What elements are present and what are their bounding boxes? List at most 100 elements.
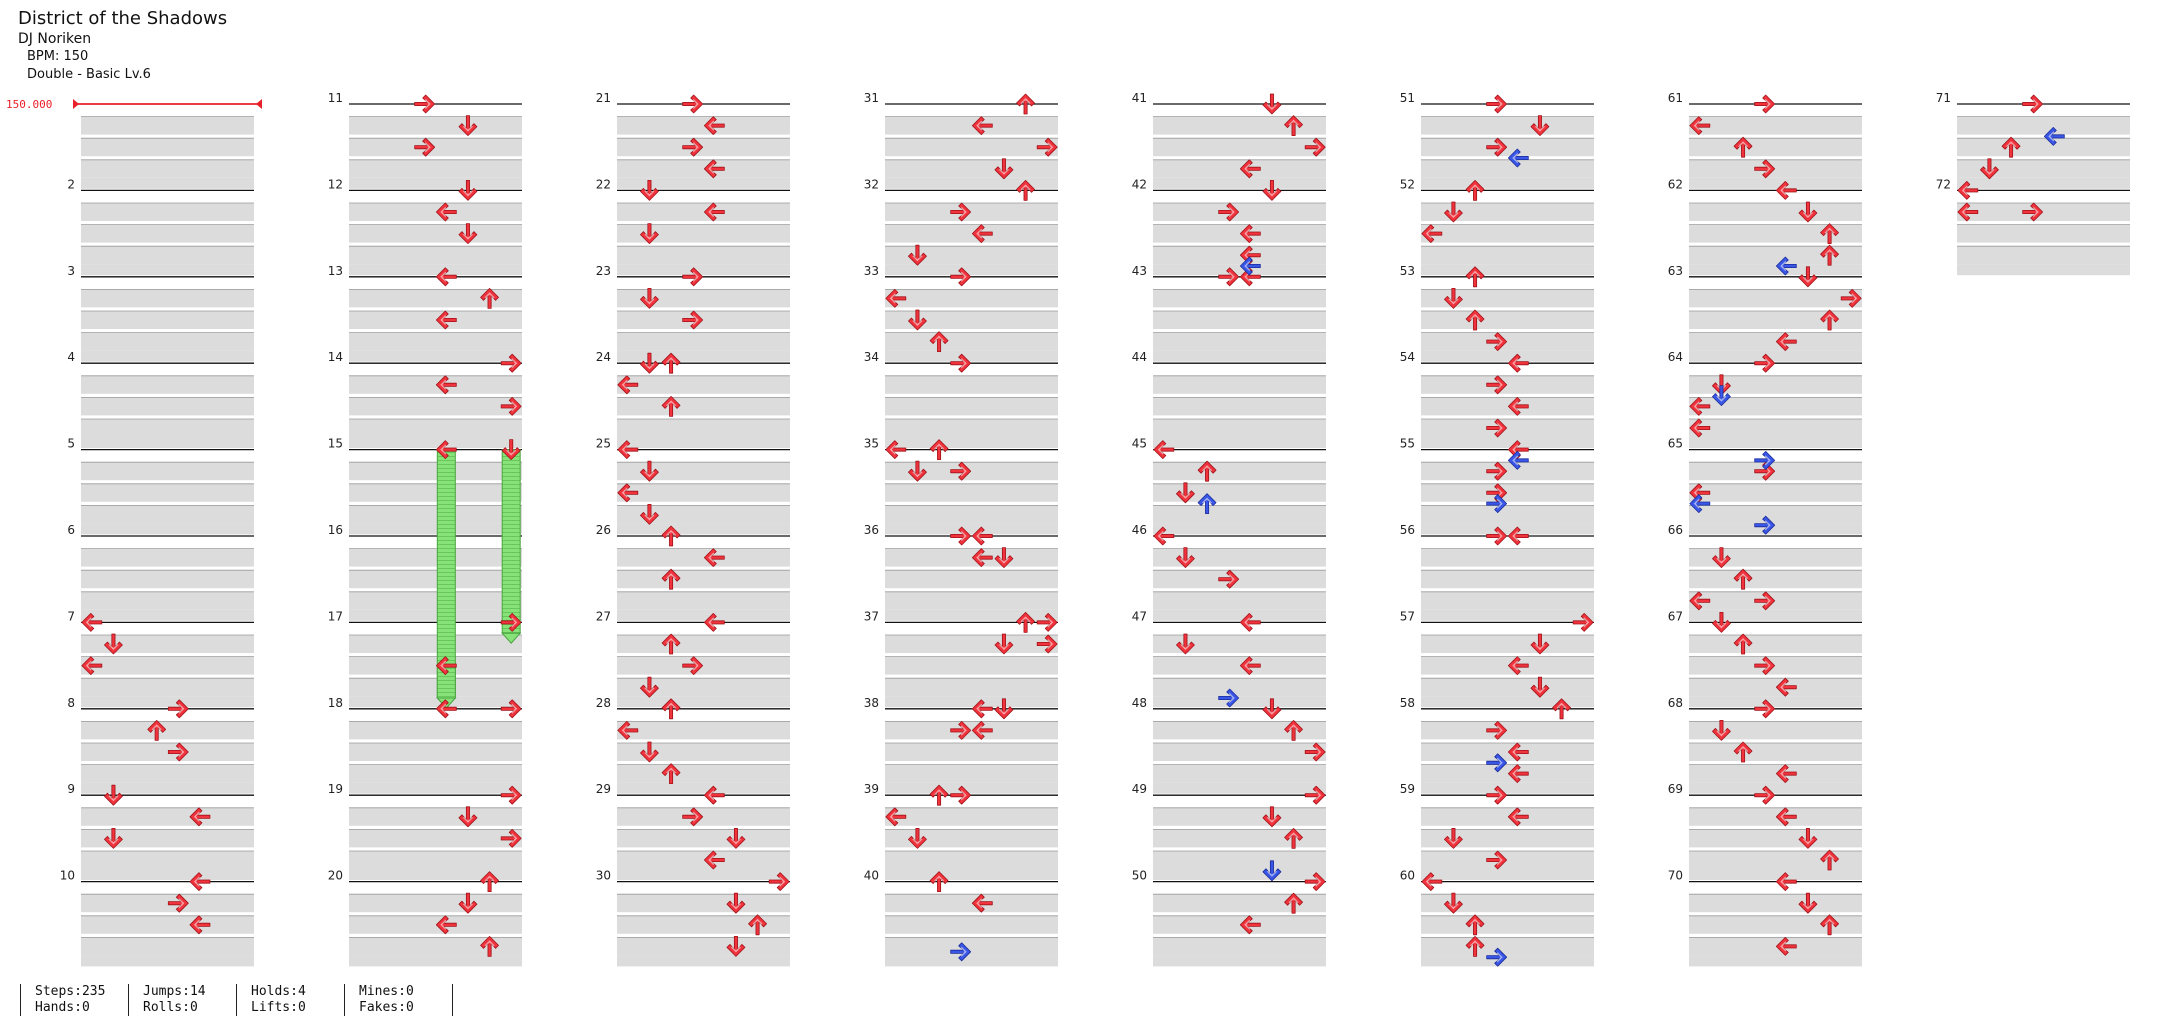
beat-band xyxy=(81,764,254,783)
arrow-shape xyxy=(1754,94,1776,114)
arrow-note xyxy=(971,224,993,244)
beat-band xyxy=(349,159,522,178)
arrow-shape xyxy=(2022,94,2044,114)
arrow-highlight xyxy=(1512,768,1519,779)
arrow-note-offbeat xyxy=(1262,860,1282,882)
arrow-note xyxy=(1712,547,1731,568)
arrow-highlight xyxy=(484,875,495,882)
measure-number: 24 xyxy=(596,350,611,364)
arrow-highlight xyxy=(1244,228,1251,239)
arrow-shape xyxy=(1465,309,1485,331)
arrow-note xyxy=(661,525,681,547)
beat-band xyxy=(1153,591,1326,610)
beat-band xyxy=(349,116,522,135)
arrow-shape xyxy=(458,115,478,136)
beat-band xyxy=(349,224,522,243)
measure-number: 8 xyxy=(67,696,75,710)
arrow-note xyxy=(661,352,681,374)
arrow-highlight xyxy=(666,767,677,774)
measure-number: 19 xyxy=(328,782,343,796)
beat-band xyxy=(349,138,522,157)
beat-band xyxy=(617,894,790,913)
arrow-highlight xyxy=(1824,227,1835,234)
arrow-note xyxy=(1507,353,1529,373)
arrow-note xyxy=(1957,202,1979,222)
arrow-note-offbeat xyxy=(1486,753,1508,773)
arrow-shape xyxy=(929,331,949,353)
arrow-shape xyxy=(1239,915,1261,935)
arrow-highlight xyxy=(2032,207,2039,217)
arrow-note xyxy=(1507,807,1529,827)
beat-band xyxy=(617,915,790,934)
measure-number: 41 xyxy=(1132,91,1147,105)
beat-band xyxy=(81,177,254,189)
arrow-shape xyxy=(435,656,457,675)
arrow-note xyxy=(617,721,639,740)
arrow-shape xyxy=(1421,224,1443,244)
beat-band xyxy=(1421,437,1594,448)
arrow-shape xyxy=(1486,526,1508,546)
beat-band xyxy=(1153,955,1326,967)
arrow-shape xyxy=(1262,93,1282,115)
measure-number: 33 xyxy=(864,264,879,278)
arrow-highlight xyxy=(1266,190,1277,197)
beat-band xyxy=(617,224,790,243)
beat-band xyxy=(81,224,254,243)
arrow-shape xyxy=(971,548,993,567)
arrow-note xyxy=(1304,742,1326,762)
arrow-note xyxy=(1153,526,1175,546)
arrow-highlight xyxy=(1228,207,1235,217)
beat-band xyxy=(885,782,1058,794)
beat-band xyxy=(1689,462,1862,481)
beat-band xyxy=(1689,483,1862,502)
arrow-shape xyxy=(1486,753,1508,773)
arrow-shape xyxy=(501,439,521,461)
arrow-note xyxy=(703,159,725,179)
beat-band xyxy=(81,332,254,351)
beat-band xyxy=(1153,829,1326,848)
arrow-shape xyxy=(661,352,681,374)
arrow-note xyxy=(703,548,725,567)
measure-number: 7 xyxy=(67,609,75,623)
arrow-shape xyxy=(500,396,522,416)
measure-number: 64 xyxy=(1668,350,1683,364)
arrow-highlight xyxy=(1244,617,1251,628)
arrow-highlight xyxy=(85,617,92,628)
beat-band xyxy=(885,224,1058,243)
beat-band xyxy=(617,437,790,448)
arrow-shape xyxy=(1218,569,1240,589)
arrow-shape xyxy=(1153,440,1175,460)
arrow-shape xyxy=(768,872,790,891)
arrow-highlight xyxy=(934,875,945,882)
arrow-note xyxy=(435,202,457,222)
arrow-note xyxy=(500,699,522,719)
arrow-highlight xyxy=(484,940,495,947)
arrow-shape xyxy=(1530,115,1550,136)
stat-hands: Hands:0 xyxy=(35,1000,90,1015)
arrow-highlight xyxy=(1534,125,1545,132)
arrow-highlight xyxy=(976,725,983,736)
beat-band xyxy=(885,177,1058,189)
arrow-shape xyxy=(726,892,746,914)
arrow-highlight xyxy=(1425,876,1432,887)
beat-band xyxy=(885,807,1058,826)
arrow-shape xyxy=(1754,699,1776,719)
arrow-highlight xyxy=(621,487,628,498)
arrow-shape xyxy=(2043,126,2065,146)
arrow-shape xyxy=(1689,591,1711,611)
beat-bands xyxy=(81,116,2130,967)
measure-number: 39 xyxy=(864,782,879,796)
stat-group-jumps: Jumps:14 Rolls:0 xyxy=(128,984,206,1016)
beat-band xyxy=(1153,311,1326,329)
beat-band xyxy=(1153,894,1326,913)
arrow-highlight xyxy=(1180,644,1191,650)
beat-band xyxy=(1957,138,2130,157)
beat-band xyxy=(349,177,522,189)
beat-band xyxy=(349,311,522,329)
beat-band xyxy=(1689,311,1862,329)
beat-band xyxy=(349,635,522,653)
arrow-shape xyxy=(500,829,522,848)
arrow-note xyxy=(1689,396,1711,416)
beat-band xyxy=(1957,177,2130,189)
arrow-note xyxy=(189,915,211,935)
